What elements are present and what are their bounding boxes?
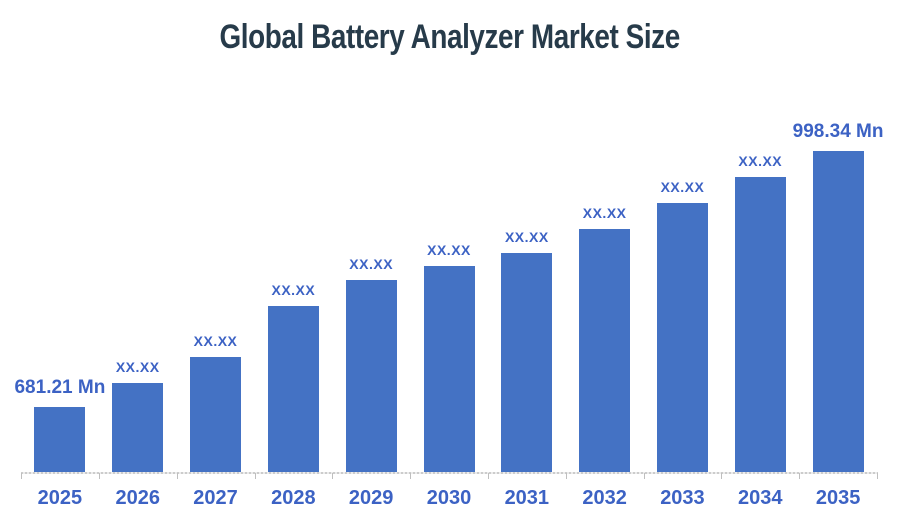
bar-value-label-2026: XX.XX: [115, 359, 160, 376]
bar-value-label-2027: XX.XX: [193, 332, 238, 349]
x-axis-tick: [487, 473, 489, 479]
chart-title: Global Battery Analyzer Market Size: [0, 18, 900, 56]
bar-2032: [579, 229, 631, 473]
x-axis-tick: [565, 473, 567, 479]
chart-title-text: Global Battery Analyzer Market Size: [219, 18, 681, 56]
bar-value-label-2030: XX.XX: [427, 242, 471, 259]
bar-2030: [423, 266, 475, 473]
x-axis-tick: [254, 473, 256, 479]
x-axis-label-2027: 2027: [193, 487, 238, 509]
bar-value-label-2029: XX.XX: [349, 255, 394, 272]
bar-2034: [734, 176, 786, 473]
bar-2025: [34, 407, 86, 473]
bar-2031: [501, 253, 553, 473]
x-axis-label-2031: 2031: [504, 487, 550, 509]
x-axis-label-2026: 2026: [115, 487, 160, 509]
x-axis-label-2025: 2025: [37, 487, 83, 509]
bar-2033: [656, 203, 708, 473]
x-axis-label-2028: 2028: [271, 487, 316, 509]
x-axis-label-2035: 2035: [815, 487, 861, 509]
x-axis-tick: [176, 473, 178, 479]
x-axis-tick: [877, 473, 878, 479]
bar-value-label-2028: XX.XX: [271, 281, 316, 298]
bar-value-label-2032: XX.XX: [582, 205, 627, 222]
x-axis-label-2029: 2029: [348, 487, 394, 509]
x-axis-tick: [643, 473, 645, 479]
x-axis-tick: [21, 473, 22, 479]
x-axis-label-2032: 2032: [582, 487, 627, 509]
x-axis-tick: [799, 473, 801, 479]
x-axis-label-2033: 2033: [660, 487, 705, 509]
x-axis-label-2034: 2034: [738, 487, 783, 509]
x-axis-tick: [721, 473, 723, 479]
x-axis-tick: [332, 473, 334, 479]
bar-2026: [112, 383, 164, 473]
plot-area: 681.21 Mn XX.XX XX.XX XX.XX XX.XX XX.XX XX.XX X…: [14, 120, 883, 473]
bar-2029: [345, 279, 397, 473]
bar-value-label-2025: 681.21 Mn: [14, 377, 106, 399]
bar-2027: [190, 356, 242, 473]
bar-value-label-2035: 998.34 Mn: [792, 121, 884, 143]
x-axis-label-2030: 2030: [426, 487, 472, 509]
x-axis-tick: [410, 473, 412, 479]
bar-value-label-2031: XX.XX: [504, 229, 549, 246]
bar-value-label-2033: XX.XX: [660, 179, 705, 196]
bar-2028: [267, 305, 319, 473]
bar-2035: [812, 151, 864, 473]
x-axis-line: [21, 472, 878, 474]
x-axis-tick: [98, 473, 100, 479]
bar-value-label-2034: XX.XX: [738, 152, 783, 169]
